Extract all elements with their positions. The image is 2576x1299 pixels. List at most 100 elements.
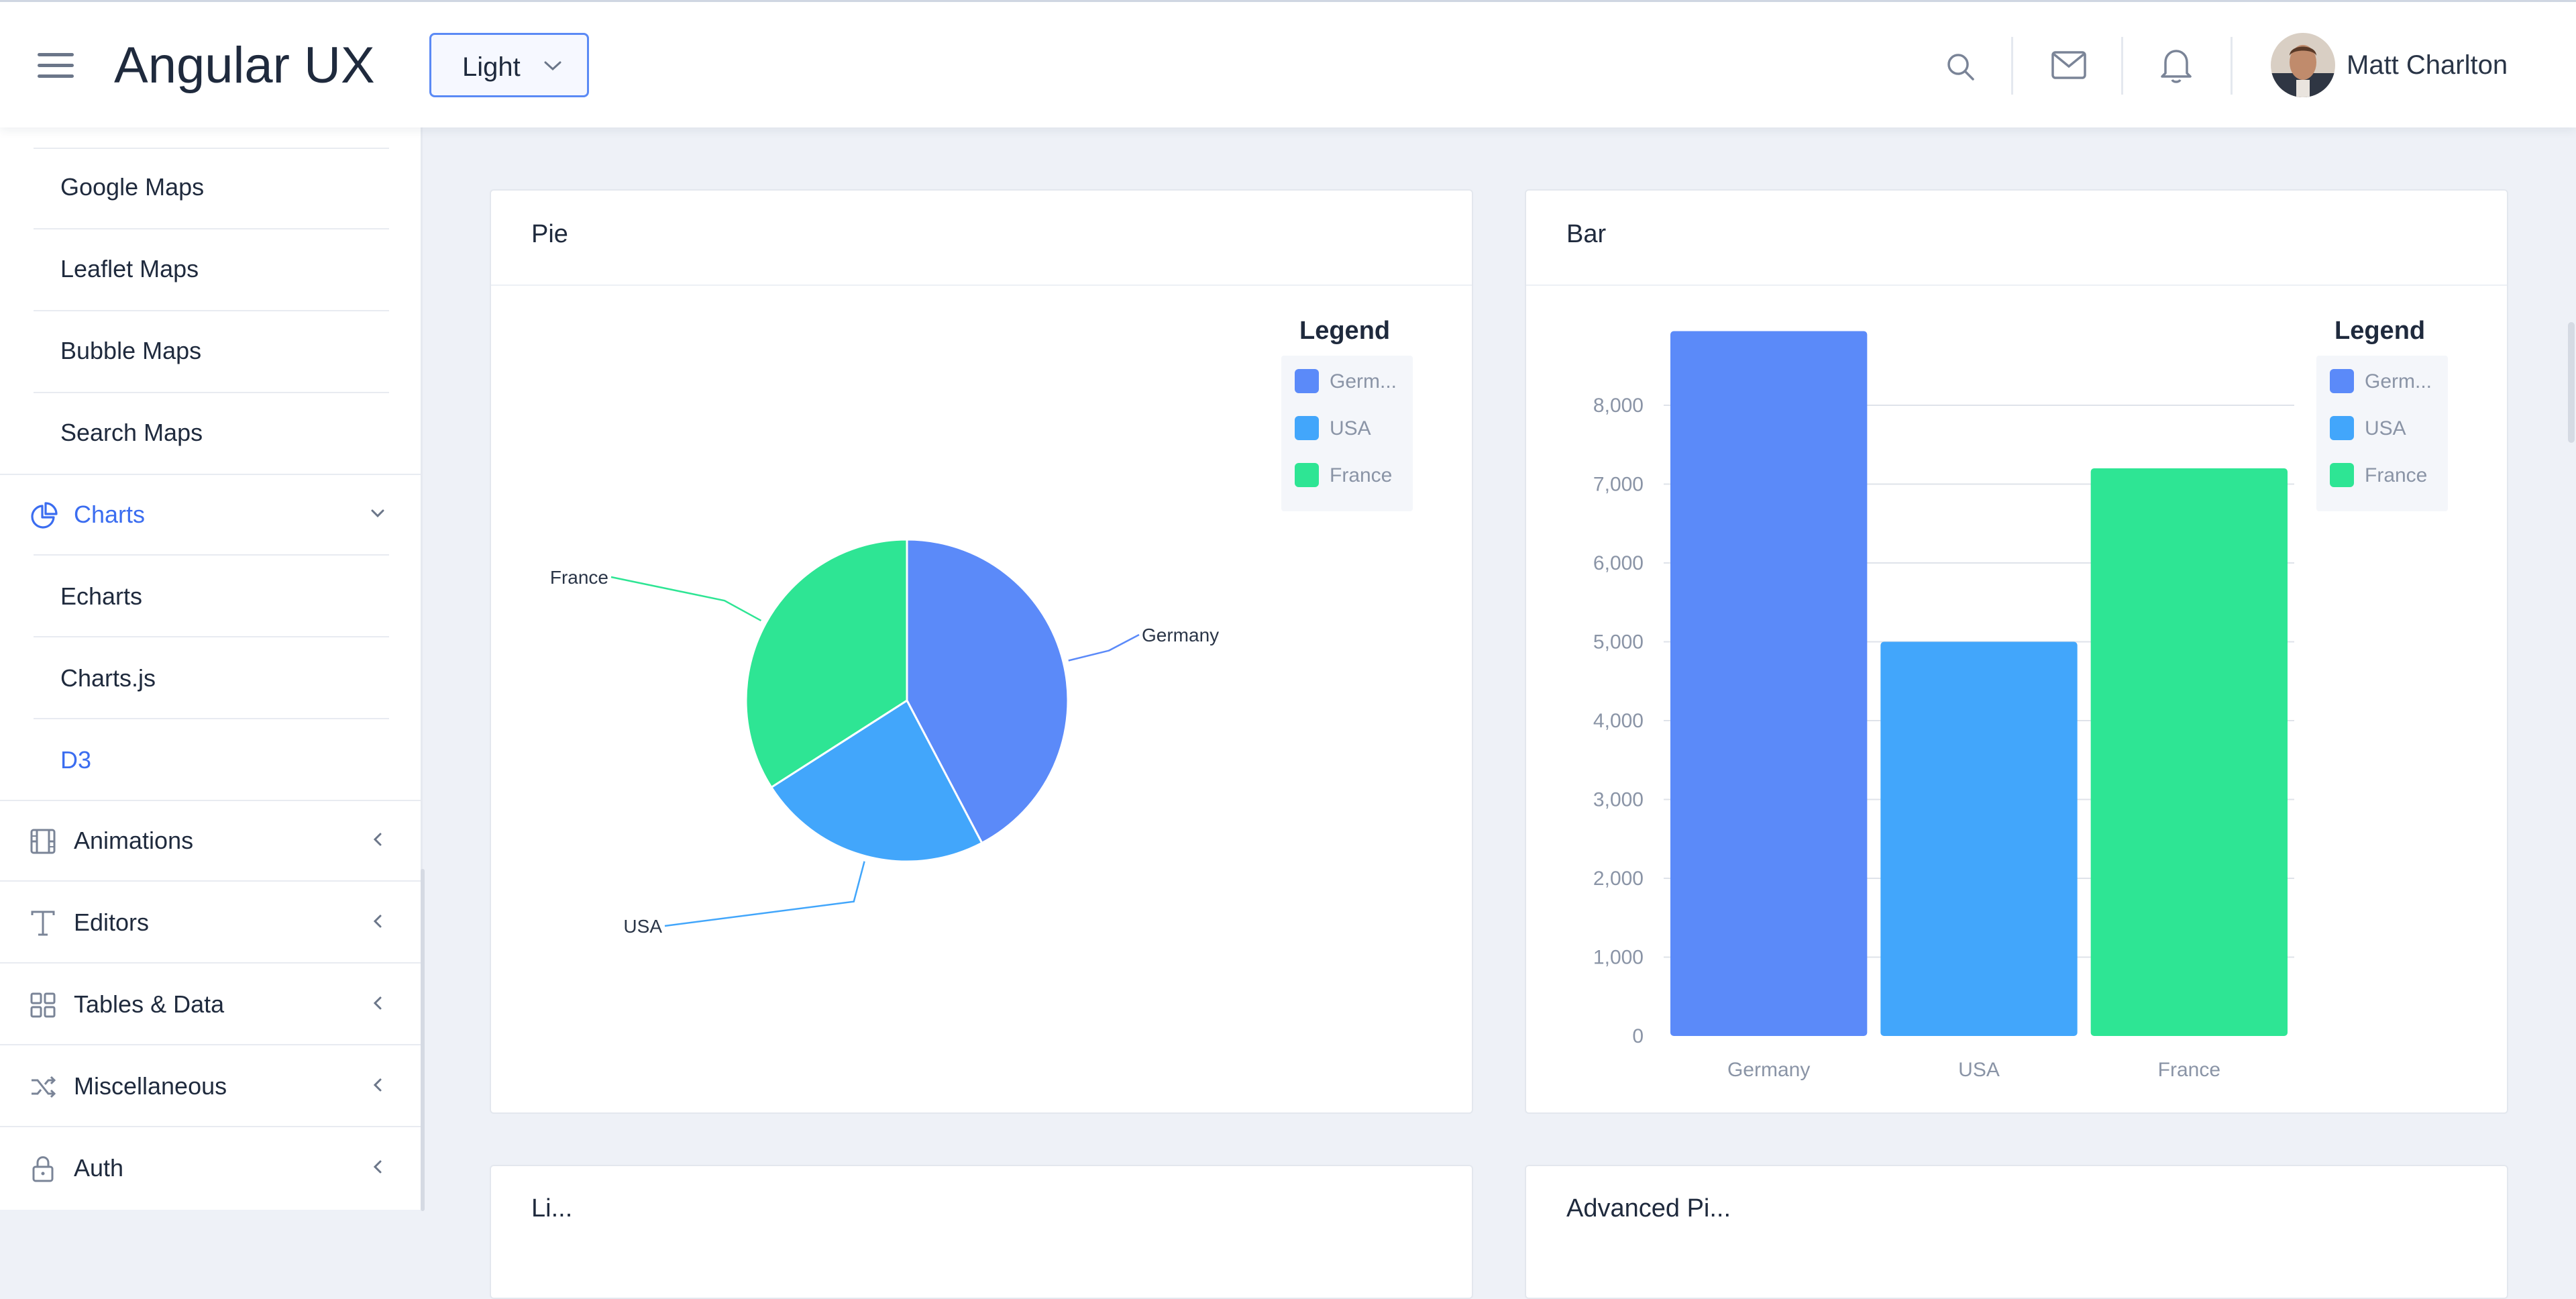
legend-swatch [1295, 416, 1319, 440]
avatar[interactable] [2271, 33, 2335, 97]
legend-title: Legend [1299, 317, 1391, 345]
sidebar-item-miscellaneous[interactable]: Miscellaneous [0, 1045, 421, 1126]
page-scrollbar[interactable] [2568, 322, 2575, 443]
legend-label: USA [1330, 417, 1371, 439]
y-tick-label: 2,000 [1593, 868, 1644, 890]
pie-chart: Germany USA France [550, 538, 1219, 937]
chevron-left-icon [373, 1078, 382, 1092]
sidebar-item-animations[interactable]: Animations [0, 800, 421, 880]
grid-icon [30, 992, 56, 1018]
advanced-pie-card: Advanced Pi... [1525, 1165, 2508, 1299]
sidebar-divider [0, 800, 421, 801]
header-divider [2011, 37, 2013, 95]
pie-chart-icon [31, 502, 58, 529]
y-tick-label: 6,000 [1593, 552, 1644, 574]
y-tick-label: 1,000 [1593, 947, 1644, 969]
x-tick-label: Germany [1727, 1059, 1810, 1081]
sidebar: Google Maps Leaflet Maps Bubble Maps Sea… [0, 127, 423, 1210]
sidebar-item-charts[interactable]: Charts [0, 474, 421, 554]
bar-germany[interactable] [1670, 331, 1868, 1036]
chevron-left-icon [373, 1160, 382, 1174]
search-icon[interactable] [1945, 52, 1976, 83]
sidebar-item-tables-data[interactable]: Tables & Data [0, 964, 421, 1044]
legend: Germ... USA France [2316, 356, 2448, 511]
card-title: Advanced Pi... [1566, 1194, 1731, 1223]
sidebar-divider [0, 962, 421, 964]
mail-icon[interactable] [2051, 50, 2087, 80]
y-tick-label: 4,000 [1593, 710, 1644, 732]
sidebar-divider [0, 1044, 421, 1045]
chevron-left-icon [373, 833, 382, 846]
pie-slice-germany[interactable] [906, 538, 1069, 845]
sidebar-item-label: Tables & Data [74, 990, 225, 1018]
sidebar-divider [34, 148, 389, 149]
sidebar-divider [34, 554, 389, 556]
pie-label-line [664, 861, 865, 927]
sidebar-divider [34, 636, 389, 637]
chevron-down-icon [371, 509, 384, 518]
legend: Germ... USA France [1281, 356, 1413, 511]
sidebar-item-auth[interactable]: Auth [0, 1127, 421, 1208]
legend-swatch [1295, 369, 1319, 393]
sidebar-divider [34, 228, 389, 229]
lock-icon [32, 1156, 54, 1182]
chevron-left-icon [373, 996, 382, 1010]
card-title: Li... [531, 1194, 573, 1223]
pie-slice-france[interactable] [745, 538, 908, 789]
pie-label-germany: Germany [1142, 625, 1219, 645]
header-divider [2231, 37, 2233, 95]
y-tick-label: 7,000 [1593, 474, 1644, 496]
bar-france[interactable] [2090, 468, 2288, 1036]
film-icon [30, 829, 56, 854]
sidebar-divider [34, 392, 389, 393]
menu-icon[interactable] [38, 53, 74, 79]
pie-label-usa: USA [623, 916, 662, 937]
sidebar-divider [34, 718, 389, 719]
sidebar-item-leaflet-maps[interactable]: Leaflet Maps [60, 255, 199, 282]
card-divider [1526, 284, 2507, 286]
sidebar-item-label: Editors [74, 908, 150, 936]
sidebar-item-echarts[interactable]: Echarts [60, 582, 143, 610]
sidebar-divider [34, 310, 389, 311]
sidebar-item-d3[interactable]: D3 [60, 746, 92, 774]
legend-swatch [2330, 463, 2354, 487]
legend-label: France [1330, 464, 1393, 486]
shuffle-icon [32, 1076, 56, 1098]
sidebar-divider [0, 880, 421, 882]
y-tick-label: 0 [1632, 1025, 1644, 1047]
sidebar-item-bubble-maps[interactable]: Bubble Maps [60, 337, 202, 364]
sidebar-scrollbar[interactable] [421, 869, 425, 1211]
pie-chart-card: Pie Germany USA France Legend Germ... USA … [490, 189, 1473, 1114]
legend-label: USA [2365, 417, 2406, 439]
bell-icon[interactable] [2159, 46, 2194, 84]
sidebar-item-editors[interactable]: Editors [0, 882, 421, 962]
header-divider [2121, 37, 2123, 95]
y-tick-label: 5,000 [1593, 631, 1644, 654]
sidebar-item-chartsjs[interactable]: Charts.js [60, 664, 156, 692]
legend-title: Legend [2334, 317, 2426, 345]
legend-label: Germ... [2365, 370, 2432, 393]
brand-title: Angular UX [114, 37, 375, 94]
bar-chart: 0 1,000 2,000 3,000 4,000 5,000 6,000 7,000 8,00… [1593, 331, 2294, 1081]
theme-select[interactable]: Light [429, 33, 589, 97]
sidebar-divider [0, 1126, 421, 1127]
pie-label-france: France [550, 567, 608, 588]
x-tick-label: France [2158, 1059, 2220, 1081]
chevron-down-icon [544, 61, 561, 71]
pie-label-line [1068, 633, 1140, 662]
theme-select-value: Light [462, 52, 521, 82]
y-tick-label: 3,000 [1593, 789, 1644, 811]
legend-label: Germ... [1330, 370, 1397, 393]
sidebar-item-search-maps[interactable]: Search Maps [60, 419, 203, 446]
sidebar-item-google-maps[interactable]: Google Maps [60, 173, 205, 201]
sidebar-item-label: Animations [74, 827, 194, 854]
x-tick-label: USA [1958, 1059, 2000, 1081]
card-title: Bar [1566, 220, 1607, 248]
user-name[interactable]: Matt Charlton [2347, 50, 2508, 80]
line-chart-card: Li... [490, 1165, 1473, 1299]
y-tick-label: 8,000 [1593, 395, 1644, 417]
bar-usa[interactable] [1880, 641, 2078, 1037]
legend-swatch [1295, 463, 1319, 487]
pie-slice-usa[interactable] [769, 698, 983, 863]
sidebar-item-label: Auth [74, 1154, 124, 1182]
